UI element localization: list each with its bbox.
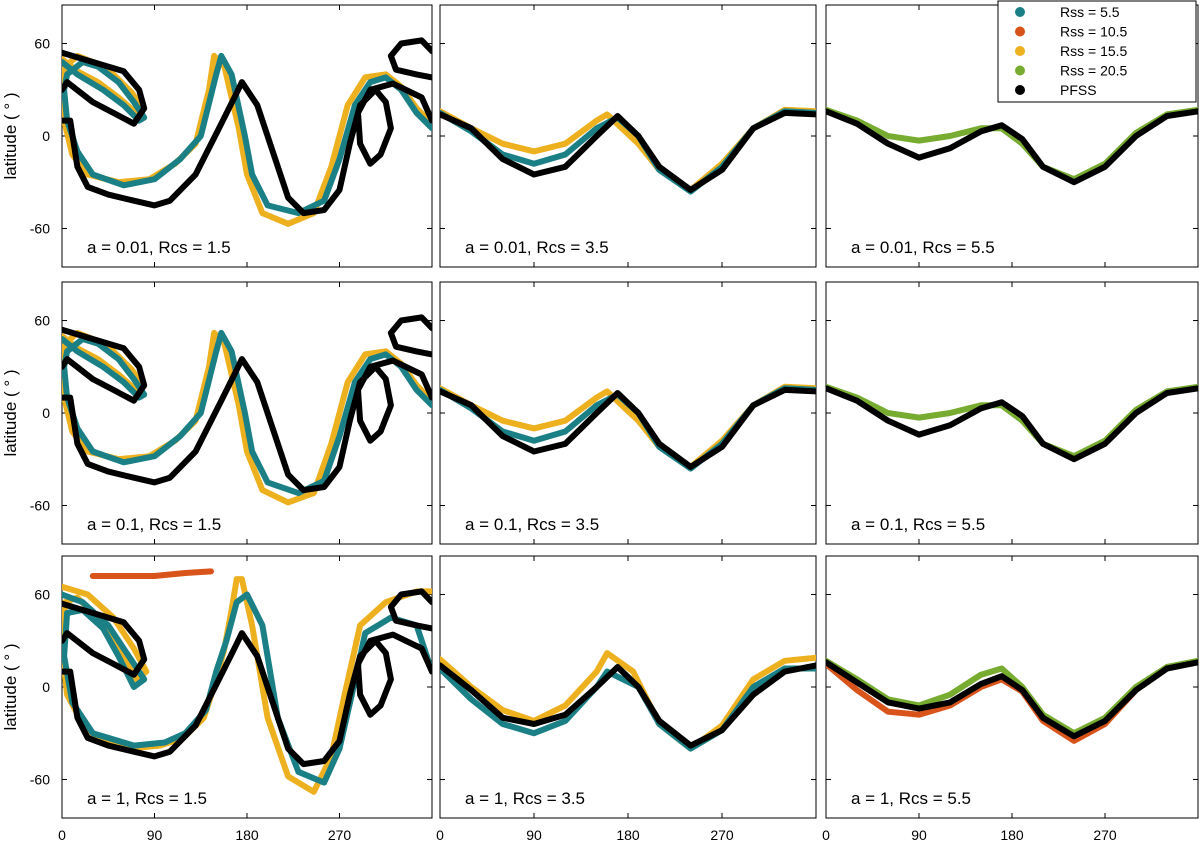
panel-annotation: a = 0.1, Rcs = 1.5 [87,515,221,534]
y-axis-label: latitude ( ° ) [1,643,20,730]
legend-marker [1015,7,1025,17]
x-tick-label: 0 [58,827,66,843]
panel-annotation: a = 1, Rcs = 1.5 [87,789,207,808]
series-line-pfss [160,548,247,551]
y-axis-label: latitude ( ° ) [1,92,20,179]
legend-marker [1015,85,1025,95]
x-tick-label: 90 [911,827,927,843]
x-tick-label: 270 [1093,827,1117,843]
legend-label: Rss = 15.5 [1060,43,1128,59]
series-group [62,274,432,506]
panel-2-0: a = 1, Rcs = 1.5 [61,548,433,819]
series-line-pfss [62,79,432,217]
series-group [826,106,1198,186]
y-tick-label: 0 [42,679,50,695]
series-line-rss-5-5 [62,329,432,497]
series-line-pfss [440,109,816,193]
y-tick-label: 60 [34,587,50,603]
legend-label: Rss = 5.5 [1060,4,1120,20]
x-tick-label: 180 [1000,827,1024,843]
series-line-rss-5-5 [440,665,816,752]
panel-annotation: a = 0.1, Rcs = 5.5 [851,515,985,534]
panel-annotation: a = 0.01, Rcs = 3.5 [465,238,609,257]
series-line-rss-10-5 [89,568,214,579]
legend-label: PFSS [1060,82,1097,98]
x-tick-label: 0 [436,827,444,843]
legend-label: Rss = 10.5 [1060,24,1128,40]
series-group [440,383,816,472]
legend-marker [1015,46,1025,56]
legend-marker [1015,26,1025,37]
series-group [826,657,1198,744]
y-tick-label: -60 [30,497,50,513]
panel-1-1: a = 0.1, Rcs = 3.5 [439,281,817,545]
panel-0-0: a = 0.01, Rcs = 1.5 [61,4,433,268]
x-tick-label: 0 [822,827,830,843]
series-line-pfss [387,37,432,81]
y-tick-label: -60 [30,220,50,236]
series-line-pfss [826,108,1198,186]
legend-label: Rss = 20.5 [1060,63,1128,79]
series-line-pfss [826,659,1198,740]
series-line-pfss [62,630,432,768]
y-axis-label: latitude ( ° ) [1,369,20,456]
series-group [826,383,1198,463]
series-line-rss-5-5 [62,52,432,217]
series-line-rss-15-5 [440,650,816,752]
x-axis-ticks: 0 90 180 270 0 90 180 270 0 90 180 270 [58,827,1117,843]
y-tick-label: -60 [30,771,50,787]
series-group [440,106,816,195]
y-tick-label: 60 [34,313,50,329]
series-line-pfss [440,386,816,470]
x-tick-label: 90 [526,827,542,843]
y-tick-label: 0 [42,405,50,421]
panel-1-2: a = 0.1, Rcs = 5.5 [825,281,1199,545]
series-line-pfss [160,274,247,277]
series-group [62,548,432,795]
panel-annotation: a = 1, Rcs = 5.5 [851,789,971,808]
y-tick-label: 60 [34,36,50,52]
legend: Rss = 5.5 Rss = 10.5 Rss = 15.5 Rss = 20.5 P… [997,0,1197,103]
x-tick-label: 270 [328,827,352,843]
panel-annotation: a = 0.01, Rcs = 5.5 [851,238,995,257]
series-line-pfss [62,356,432,494]
legend-box [997,0,1197,103]
series-group [62,37,432,227]
panel-2-2: a = 1, Rcs = 5.5 [825,555,1199,819]
x-tick-label: 180 [616,827,640,843]
series-line-pfss [387,314,432,358]
series-line-pfss [826,385,1198,463]
panel-annotation: a = 0.01, Rcs = 1.5 [87,238,231,257]
panel-grid: a = 0.01, Rcs = 1.5 a = 0.01, Rcs = 3.5 a … [61,4,1199,819]
x-tick-label: 270 [710,827,734,843]
x-tick-label: 90 [147,827,163,843]
panel-1-0: a = 0.1, Rcs = 1.5 [61,274,433,545]
y-tick-label: 0 [42,128,50,144]
series-line-pfss [62,600,148,678]
panel-annotation: a = 0.1, Rcs = 3.5 [465,515,599,534]
legend-marker [1015,65,1025,76]
panel-annotation: a = 1, Rcs = 3.5 [465,789,585,808]
series-group [440,650,816,752]
panel-2-1: a = 1, Rcs = 3.5 [439,555,817,819]
series-line-pfss [62,49,148,127]
series-line-pfss [387,588,432,632]
x-tick-label: 180 [235,827,259,843]
panel-0-1: a = 0.01, Rcs = 3.5 [439,4,817,268]
y-axis-labels: 60 0 -60 latitude ( ° ) 60 0 -60 latitude ( ° )… [1,36,50,788]
series-line-pfss [62,326,148,404]
series-line-pfss [440,662,816,749]
